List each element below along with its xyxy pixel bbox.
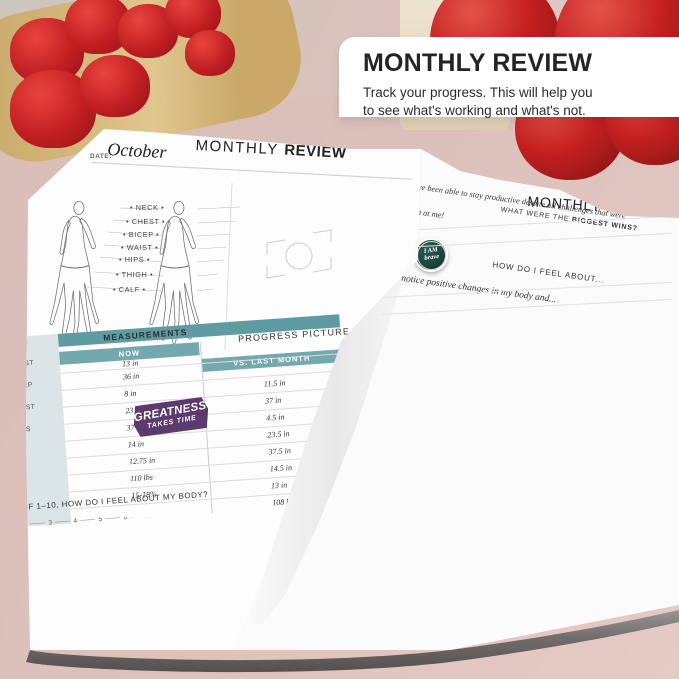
svg-text:4: 4 — [73, 518, 77, 525]
svg-text:7: 7 — [148, 517, 152, 520]
svg-text:5: 5 — [98, 517, 102, 523]
svg-text:6: 6 — [123, 517, 127, 521]
svg-text:8: 8 — [173, 517, 177, 518]
svg-text:3: 3 — [48, 519, 52, 526]
